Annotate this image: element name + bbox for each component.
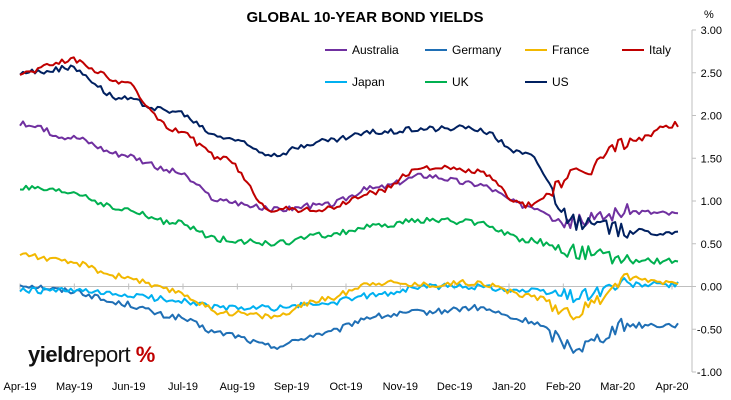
legend-label-us: US [552, 75, 569, 89]
series-line-japan [19, 277, 679, 312]
x-tick-label: Sep-19 [274, 381, 309, 393]
yieldreport-logo: yieldreport % [28, 342, 155, 368]
x-tick-label: Jun-19 [112, 381, 146, 393]
chart-title: GLOBAL 10-YEAR BOND YIELDS [247, 9, 484, 26]
y-tick-label: 1.50 [701, 153, 722, 165]
series-line-germany [19, 284, 679, 354]
y-tick-label: -0.50 [697, 324, 722, 336]
legend: Australia Germany France Italy Japan UK US [325, 43, 671, 89]
x-tick-label: Aug-19 [220, 381, 255, 393]
legend-label-uk: UK [452, 75, 469, 89]
y-axis-unit-label: % [704, 9, 714, 21]
x-tick-label: May-19 [56, 381, 93, 393]
y-tick-label: 3.00 [701, 25, 722, 37]
series-line-us [19, 64, 679, 239]
legend-label-germany: Germany [452, 43, 501, 57]
axes: 3.00 2.50 2.00 1.50 1.00 0.50 0.00 -0.50 -1.00 Ap… [3, 25, 722, 393]
series-line-france [19, 252, 679, 321]
x-tick-label: Jul-19 [168, 381, 198, 393]
legend-label-france: France [552, 43, 590, 57]
x-tick-label: Mar-20 [600, 381, 635, 393]
series-line-uk [19, 184, 679, 265]
x-tick-label: Nov-19 [383, 381, 418, 393]
y-tick-label: 0.50 [701, 239, 722, 251]
x-tick-label: Apr-20 [655, 381, 688, 393]
legend-label-australia: Australia [352, 43, 399, 57]
series-lines [19, 56, 679, 354]
logo-text-yield: yield [28, 342, 76, 367]
x-tick-label: Apr-19 [3, 381, 36, 393]
x-tick-label: Dec-19 [437, 381, 472, 393]
y-tick-label: 2.50 [701, 68, 722, 80]
legend-label-italy: Italy [649, 43, 671, 57]
x-tick-label: Jan-20 [492, 381, 526, 393]
logo-text-report: report [75, 342, 131, 367]
y-tick-label: 2.00 [701, 111, 722, 123]
logo-percent-mark: % [135, 342, 156, 367]
series-line-italy [19, 56, 679, 214]
x-tick-label: Feb-20 [546, 381, 581, 393]
y-tick-label: -1.00 [697, 367, 722, 379]
legend-label-japan: Japan [352, 75, 385, 89]
x-tick-label: Oct-19 [329, 381, 362, 393]
y-tick-label: 1.00 [701, 196, 722, 208]
y-tick-label: 0.00 [701, 282, 722, 294]
